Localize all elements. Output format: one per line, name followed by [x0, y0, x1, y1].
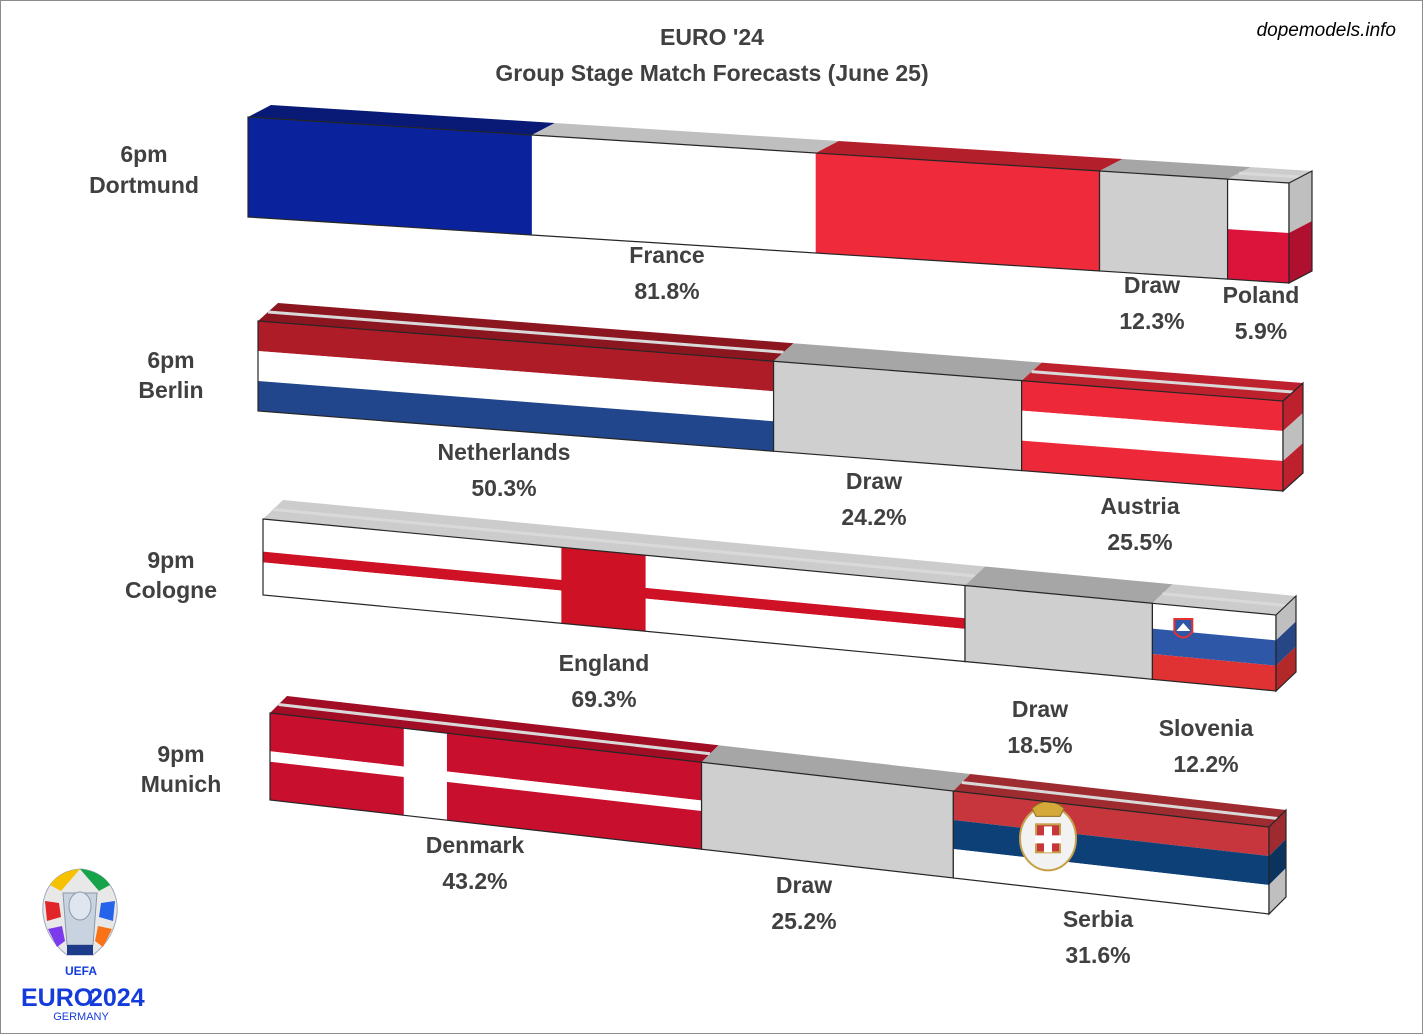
bar-top-stripe [278, 703, 711, 756]
bar-end-face [1289, 171, 1312, 283]
bar-top-stripe [267, 310, 784, 354]
segment-value-label: 25.2% [771, 908, 836, 934]
segment-draw [964, 566, 1173, 680]
bar-front-face [953, 790, 1269, 914]
bar-top-face [815, 140, 1123, 171]
segment-value-label: 69.3% [571, 686, 636, 712]
segment-denmark [269, 696, 719, 850]
segment-value-label: 5.9% [1235, 318, 1287, 344]
segment-serbia [952, 773, 1287, 916]
bar-end-face [1276, 596, 1296, 691]
bar-top-stripe [272, 508, 976, 578]
segment-value-label: 12.3% [1119, 308, 1184, 334]
match-time-label: 6pm [147, 347, 194, 373]
bar-top-stripe [1162, 592, 1287, 607]
bar-top-face [1099, 158, 1251, 180]
segment-name-label: Draw [1124, 272, 1180, 298]
bar-top-stripe [1031, 370, 1294, 394]
bar-front-face [1021, 380, 1283, 491]
segment-name-label: Serbia [1063, 906, 1134, 932]
match-venue-label: Berlin [138, 377, 203, 403]
segment-draw [772, 343, 1042, 472]
match-time-label: 9pm [157, 741, 204, 767]
segment-draw [1098, 158, 1251, 280]
segment-austria [1021, 362, 1304, 493]
segment-name-label: Draw [846, 468, 902, 494]
year-text: 2024 [89, 984, 145, 1012]
segment-draw [700, 745, 971, 879]
segment-value-label: 24.2% [841, 504, 906, 530]
bar-end-face [1269, 810, 1286, 914]
bar-top-face [965, 566, 1173, 604]
bar-top-face [773, 343, 1042, 381]
match-time-label: 6pm [120, 141, 167, 167]
match-bar-berlin: 6pm Berlin Netherlands 50.3% Draw 24.2% Austri… [138, 303, 1304, 555]
segment-value-label: 18.5% [1007, 732, 1072, 758]
segment-value-label: 31.6% [1065, 942, 1130, 968]
segment-value-label: 43.2% [442, 868, 507, 894]
bar-front-face [258, 321, 774, 452]
match-bar-munich: 9pm Munich Denmark 43.2% Draw 25.2% Serbia 31.6… [141, 696, 1287, 968]
segment-name-label: Austria [1100, 493, 1179, 519]
bars-layer: 6pm Dortmund France 81.8% Draw 12.3% Poland 5.9… [89, 105, 1313, 968]
match-venue-label: Dortmund [89, 172, 199, 198]
bar-top-face [701, 745, 971, 791]
euro2024-logo: UEFA EURO 2024 GERMANY [21, 868, 145, 1023]
segment-netherlands [257, 303, 794, 452]
uefa-text: UEFA [65, 964, 97, 978]
segment-name-label: Slovenia [1159, 715, 1254, 741]
bar-top-face [248, 105, 555, 135]
chart-title: EURO '24 [660, 24, 764, 50]
segment-name-label: France [629, 242, 704, 268]
bar-front-face [1099, 170, 1228, 280]
segment-value-label: 25.5% [1107, 529, 1172, 555]
bar-front-face [965, 585, 1153, 680]
segment-name-label: Poland [1223, 282, 1300, 308]
bar-front-face [773, 361, 1022, 471]
trophy-icon [42, 868, 118, 956]
match-bar-dortmund: 6pm Dortmund France 81.8% Draw 12.3% Poland 5.9… [89, 105, 1313, 344]
match-bar-cologne: 9pm Cologne England 69.3% Draw 18.5% Slovenia 1… [125, 500, 1297, 777]
bar-top-face [531, 122, 839, 153]
segment-value-label: 12.2% [1173, 751, 1238, 777]
bar-front-face [701, 762, 954, 878]
match-time-label: 9pm [147, 547, 194, 573]
segment-name-label: Draw [776, 872, 832, 898]
segment-value-label: 50.3% [471, 475, 536, 501]
bar-front-face [1227, 179, 1289, 283]
segment-poland [1226, 167, 1313, 284]
germany-text: GERMANY [53, 1011, 109, 1023]
bar-end-face [1283, 383, 1303, 491]
segment-name-label: Netherlands [438, 439, 571, 465]
chart-subtitle: Group Stage Match Forecasts (June 25) [495, 60, 928, 86]
segment-value-label: 81.8% [634, 278, 699, 304]
bar-top-stripe [961, 780, 1278, 820]
segment-name-label: England [559, 650, 650, 676]
credit-text: dopemodels.info [1257, 20, 1396, 41]
bar-front-face [1152, 603, 1276, 691]
match-venue-label: Cologne [125, 577, 217, 603]
segment-name-label: Denmark [426, 832, 525, 858]
segment-name-label: Draw [1012, 696, 1068, 722]
bar-top-stripe [1238, 171, 1301, 179]
segment-slovenia [1151, 584, 1297, 693]
match-venue-label: Munich [141, 771, 222, 797]
euro-text: EURO [21, 984, 93, 1012]
bar-front-face [270, 713, 702, 850]
